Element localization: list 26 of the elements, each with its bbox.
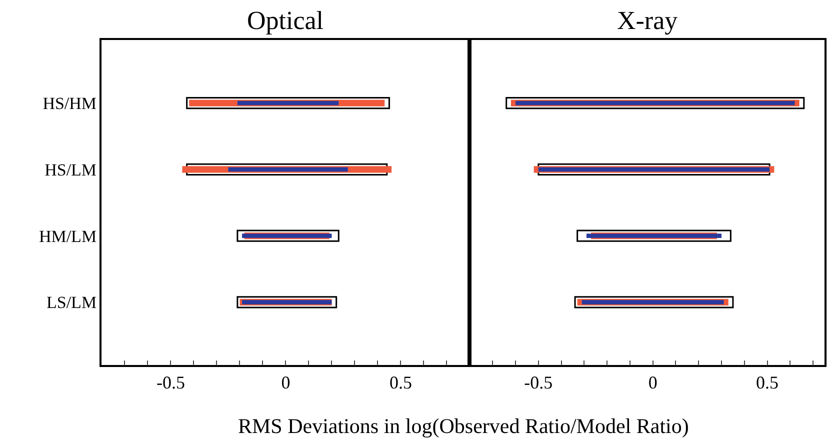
bar bbox=[236, 296, 338, 308]
y-tick-label: HM/LM bbox=[38, 226, 97, 246]
y-tick-label: HS/LM bbox=[44, 160, 97, 180]
bar bbox=[506, 97, 805, 110]
bar bbox=[186, 97, 390, 110]
y-tick-label: LS/LM bbox=[46, 293, 97, 312]
bar bbox=[574, 296, 734, 308]
bar bbox=[516, 100, 795, 106]
x-tick-label: -0.5 bbox=[524, 372, 553, 393]
x-tick-label: 0.5 bbox=[756, 372, 779, 393]
x-tick-label: 0 bbox=[648, 372, 658, 393]
bar bbox=[538, 163, 770, 176]
x-tick-label: -0.5 bbox=[156, 372, 185, 393]
bar bbox=[576, 230, 732, 242]
x-tick-label: 0 bbox=[281, 372, 290, 393]
x-tick-label: 0.5 bbox=[389, 372, 412, 393]
x-axis-title: RMS Deviations in log(Observed Ratio/Model Ratio) bbox=[238, 414, 689, 438]
bar bbox=[236, 230, 340, 242]
bar bbox=[228, 167, 348, 172]
y-tick-label: HS/HM bbox=[42, 94, 97, 114]
bar bbox=[237, 100, 339, 106]
chart-title: X-ray bbox=[617, 6, 678, 35]
bar bbox=[186, 163, 388, 176]
bar bbox=[586, 234, 722, 238]
bar bbox=[582, 300, 724, 304]
chart-title: Optical bbox=[247, 6, 324, 35]
